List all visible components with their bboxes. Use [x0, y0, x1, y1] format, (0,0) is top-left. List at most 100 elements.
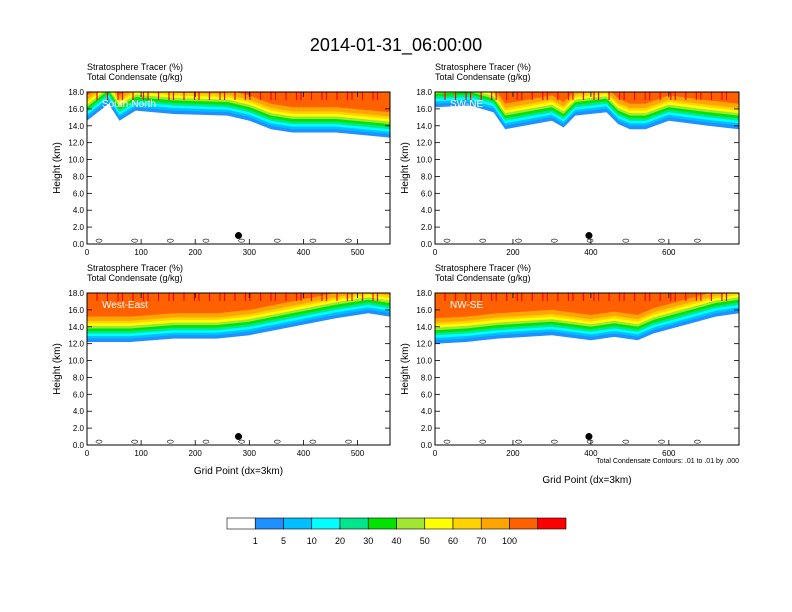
panel-label: West-East	[102, 300, 148, 311]
colorbar-label: 60	[448, 536, 458, 546]
panel-title-condensate: Total Condensate (g/kg)	[435, 273, 531, 283]
x-tick-label: 400	[584, 449, 598, 458]
colorbar-swatch	[226, 517, 256, 530]
x-tick-label: 400	[584, 248, 598, 257]
y-tick-label: 8.0	[73, 172, 85, 181]
panel-label: SW-NE	[450, 99, 483, 110]
x-axis-label: Grid Point (dx=3km)	[542, 475, 631, 486]
location-marker	[585, 232, 593, 240]
y-tick-label: 10.0	[416, 156, 432, 165]
panel-label: NW-SE	[450, 300, 483, 311]
colorbar-label: 20	[335, 536, 345, 546]
tracer-fill	[435, 92, 739, 243]
condensate-contour	[131, 238, 138, 243]
y-tick-label: 0.0	[73, 441, 85, 450]
colorbar-label: 40	[391, 536, 401, 546]
colorbar-label: 50	[420, 536, 430, 546]
y-tick-label: 4.0	[421, 407, 433, 416]
x-tick-label: 300	[243, 248, 257, 257]
x-tick-label: 200	[189, 449, 203, 458]
y-tick-label: 0.0	[73, 240, 85, 249]
plot-frame	[86, 292, 391, 446]
chart-panel-2: SW-NE Stratosphere Tracer (%)Total Conden…	[400, 62, 740, 257]
y-tick-label: 14.0	[416, 323, 432, 332]
condensate-contour	[273, 238, 281, 243]
condensate-contour	[238, 439, 245, 444]
y-tick-label: 4.0	[421, 206, 433, 215]
y-tick-label: 18.0	[68, 88, 84, 97]
condensate-contour	[586, 238, 594, 243]
condensate-contour	[131, 439, 138, 444]
y-tick-label: 14.0	[68, 122, 84, 131]
y-tick-label: 8.0	[421, 172, 433, 181]
y-tick-label: 16.0	[416, 306, 432, 315]
x-tick-label: 200	[506, 248, 520, 257]
condensate-contour	[694, 439, 701, 444]
colorbar-swatch	[509, 517, 539, 530]
condensate-contour	[622, 439, 630, 444]
condensate-contour	[479, 439, 487, 444]
panel-title-condensate: Total Condensate (g/kg)	[87, 72, 183, 82]
y-tick-label: 4.0	[73, 206, 85, 215]
condensate-contour	[515, 439, 522, 444]
y-tick-label: 14.0	[68, 323, 84, 332]
y-tick-label: 6.0	[421, 390, 433, 399]
colorbar-label: 5	[281, 536, 286, 546]
condensate-contour	[309, 238, 317, 243]
panel-title-tracer: Stratosphere Tracer (%)	[87, 62, 183, 72]
colorbar-swatch	[452, 517, 482, 530]
y-tick-label: 12.0	[68, 340, 84, 349]
y-axis-label: Height (km)	[52, 343, 63, 395]
tracer-layer-10	[87, 293, 336, 317]
y-tick-label: 8.0	[421, 373, 433, 382]
tracer-layer-10	[87, 92, 390, 113]
colorbar-label: 100	[502, 536, 517, 546]
x-tick-label: 0	[85, 449, 90, 458]
condensate-contour	[586, 439, 594, 444]
x-tick-label: 100	[134, 449, 148, 458]
colorbar-swatch	[311, 517, 341, 530]
colorbar-label: 70	[476, 536, 486, 546]
colorbar-swatch	[254, 517, 284, 530]
condensate-contour	[658, 238, 665, 243]
y-tick-label: 8.0	[73, 373, 85, 382]
condensate-contour	[166, 439, 174, 444]
y-tick-label: 10.0	[68, 357, 84, 366]
y-tick-label: 12.0	[68, 139, 84, 148]
colorbar-swatch	[537, 517, 567, 530]
x-axis-label: Grid Point (dx=3km)	[194, 466, 283, 477]
y-tick-label: 18.0	[68, 289, 84, 298]
panel-title-tracer: Stratosphere Tracer (%)	[435, 62, 531, 72]
tracer-fill	[87, 293, 390, 444]
plot-frame	[86, 91, 391, 245]
colorbar: 1 5 10 20 30 40 50 60 70 100	[226, 517, 567, 546]
x-tick-label: 200	[189, 248, 203, 257]
plot-frame	[434, 292, 740, 446]
y-tick-label: 2.0	[421, 424, 433, 433]
panel-title-condensate: Total Condensate (g/kg)	[435, 72, 531, 82]
x-tick-label: 0	[85, 248, 90, 257]
y-tick-label: 10.0	[68, 156, 84, 165]
y-tick-label: 6.0	[421, 189, 433, 198]
tracer-fill	[435, 293, 739, 444]
figure-title: 2014-01-31_06:00:00	[310, 35, 482, 56]
panel-title-tracer: Stratosphere Tracer (%)	[435, 263, 531, 273]
tracer-layer-10	[435, 293, 710, 319]
colorbar-swatch	[396, 517, 426, 530]
y-tick-label: 18.0	[416, 88, 432, 97]
x-tick-label: 200	[506, 449, 520, 458]
condensate-contour	[273, 439, 281, 444]
condensate-contour	[95, 439, 103, 444]
contour-footnote: Total Condensate Contours: .01 to .01 by…	[596, 458, 739, 465]
condensate-contour	[443, 439, 451, 444]
x-tick-label: 0	[433, 449, 438, 458]
condensate-contour	[622, 238, 630, 243]
y-tick-label: 10.0	[416, 357, 432, 366]
condensate-contour	[658, 439, 665, 444]
condensate-contour	[166, 238, 174, 243]
colorbar-swatch	[367, 517, 397, 530]
colorbar-label: 10	[307, 536, 317, 546]
